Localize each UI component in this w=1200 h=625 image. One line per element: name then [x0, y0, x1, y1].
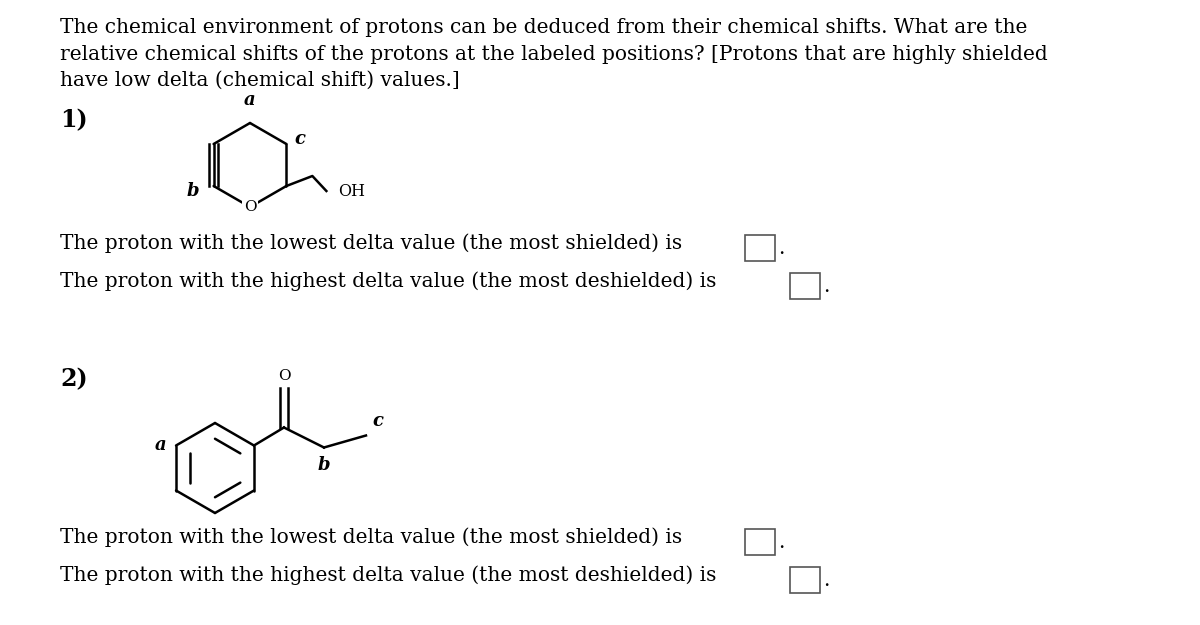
Text: b: b [318, 456, 330, 474]
Text: .: . [778, 532, 785, 551]
Text: The proton with the lowest delta value (the most shielded) is: The proton with the lowest delta value (… [60, 527, 682, 547]
Text: OH: OH [338, 182, 365, 199]
Text: The proton with the highest delta value (the most deshielded) is: The proton with the highest delta value … [60, 565, 716, 584]
Text: .: . [778, 239, 785, 258]
Text: O: O [244, 200, 257, 214]
Text: c: c [372, 412, 383, 431]
Bar [790, 273, 820, 299]
Bar [745, 529, 775, 555]
Bar [790, 567, 820, 593]
Text: b: b [187, 182, 199, 200]
Text: The proton with the lowest delta value (the most shielded) is: The proton with the lowest delta value (… [60, 233, 682, 253]
Bar [745, 235, 775, 261]
Text: .: . [823, 571, 829, 589]
Text: O: O [277, 369, 290, 382]
Text: .: . [823, 276, 829, 296]
Text: 1): 1) [60, 108, 88, 132]
Text: 2): 2) [60, 367, 88, 391]
Text: c: c [294, 130, 305, 148]
Text: a: a [155, 436, 166, 454]
Text: The proton with the highest delta value (the most deshielded) is: The proton with the highest delta value … [60, 271, 716, 291]
Text: The chemical environment of protons can be deduced from their chemical shifts. W: The chemical environment of protons can … [60, 18, 1048, 90]
Text: a: a [244, 91, 256, 109]
